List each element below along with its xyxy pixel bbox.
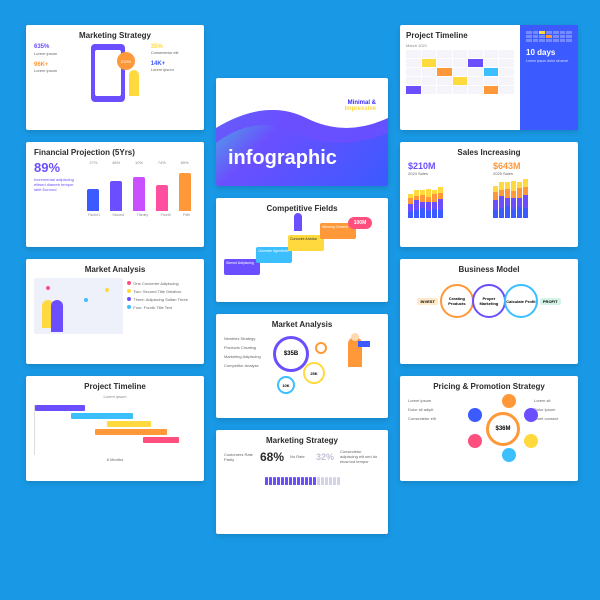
- slide-hero-infographic: Minimal & Impressive infographic: [216, 78, 388, 186]
- hero-title: infographic: [228, 147, 337, 170]
- stacked-bars-left: [408, 180, 485, 218]
- calendar-grid: [406, 50, 514, 94]
- slide-marketing-strategy-2: Marketing Strategy Customers Rate Parity…: [216, 430, 388, 534]
- slide-business-model: Business Model INVEST Creating Products …: [400, 259, 578, 364]
- slide-title: Market Analysis: [34, 265, 196, 274]
- slide-title: Business Model: [408, 265, 570, 274]
- slide-project-timeline-1: Project Timeline Lorem ipsum 6 Months: [26, 376, 204, 481]
- slide-title: Market Analysis: [224, 320, 380, 329]
- gantt-bar: [143, 437, 179, 443]
- slide-title: Financial Projection (5Yrs): [34, 148, 196, 157]
- slide-pricing-promotion: Pricing & Promotion Strategy Lorem ipsum…: [400, 376, 578, 481]
- gantt-bar: [35, 405, 85, 411]
- gantt-bar: [71, 413, 133, 419]
- bar: [133, 177, 145, 211]
- slide-title: Marketing Strategy: [34, 31, 196, 40]
- slide-market-analysis-2: Market Analysis Newbies Strategy Product…: [216, 314, 388, 418]
- slide-sales-increasing: Sales Increasing $210M 2024 Sales $643M …: [400, 142, 578, 247]
- slide-competitive-fields: Competitive Fields Steronl Adipiscing Cl…: [216, 198, 388, 302]
- stat-value: 635%: [34, 44, 79, 50]
- person-illustration: [129, 70, 139, 96]
- slide-title: Pricing & Promotion Strategy: [408, 382, 570, 391]
- slide-market-analysis-1: Market Analysis One Converter Adipiscing…: [26, 259, 204, 364]
- stacked-bars-right: [493, 180, 570, 218]
- bar: [179, 173, 191, 211]
- badge: 100M: [348, 217, 372, 229]
- slide-title: Competitive Fields: [224, 204, 380, 213]
- center-value: $36M: [486, 412, 520, 446]
- slide-financial-projection: Financial Projection (5Yrs) 89% Incremen…: [26, 142, 204, 247]
- big-stat: 89%: [34, 160, 76, 175]
- slide-title: Project Timeline: [34, 382, 196, 391]
- bar: [156, 185, 168, 211]
- slide-title: Marketing Strategy: [224, 436, 380, 445]
- runner-icon: [294, 213, 302, 231]
- gantt-bar: [95, 429, 167, 435]
- people-row: [224, 472, 380, 490]
- bar: [110, 181, 122, 211]
- slide-marketing-strategy-1: Marketing Strategy 635% Lorem ipsum 96K+…: [26, 25, 204, 130]
- gantt-bar: [107, 421, 151, 427]
- slide-project-timeline-2: Project Timeline March 2021 10 days Lore…: [400, 25, 578, 130]
- slide-title: Sales Increasing: [408, 148, 570, 157]
- megaphone-icon: [358, 341, 370, 347]
- bar: [87, 189, 99, 211]
